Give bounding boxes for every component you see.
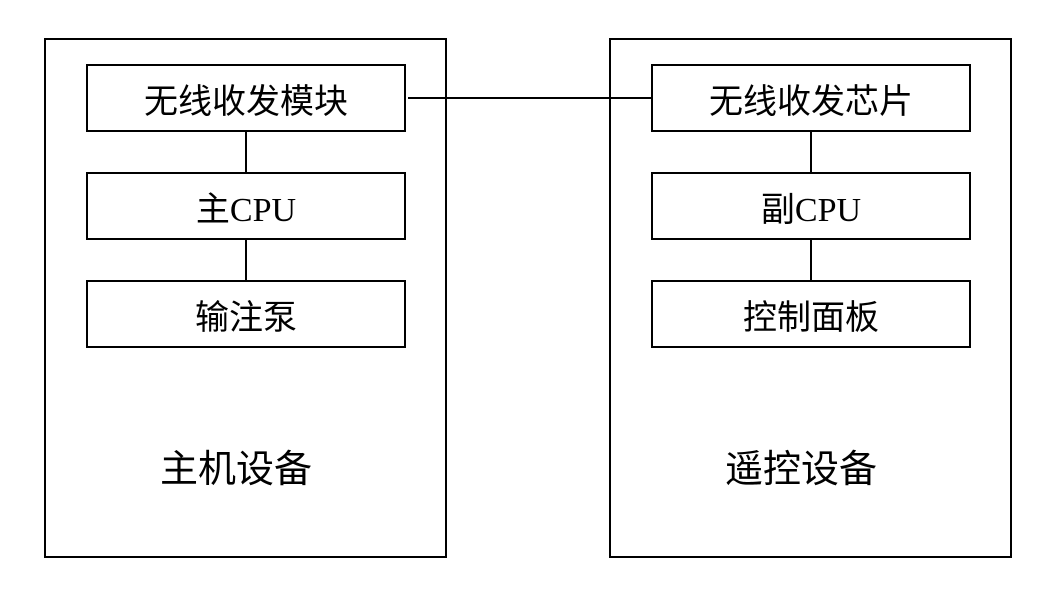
main-cpu-label: 主CPU: [196, 182, 296, 231]
wireless-chip-box: 无线收发芯片: [651, 64, 971, 132]
left-v1: [245, 132, 247, 172]
left-device-label: 主机设备: [160, 438, 312, 493]
horizontal-link: [408, 97, 651, 99]
pump-box: 输注泵: [86, 280, 406, 348]
wireless-module-label: 无线收发模块: [144, 74, 348, 123]
right-device-label: 遥控设备: [725, 438, 877, 493]
wireless-module-box: 无线收发模块: [86, 64, 406, 132]
sub-cpu-box: 副CPU: [651, 172, 971, 240]
right-v2: [810, 240, 812, 280]
sub-cpu-label: 副CPU: [761, 182, 861, 231]
right-v1: [810, 132, 812, 172]
main-cpu-box: 主CPU: [86, 172, 406, 240]
control-panel-label: 控制面板: [743, 290, 879, 339]
pump-label: 输注泵: [195, 290, 297, 339]
left-v2: [245, 240, 247, 280]
wireless-chip-label: 无线收发芯片: [709, 74, 913, 123]
control-panel-box: 控制面板: [651, 280, 971, 348]
